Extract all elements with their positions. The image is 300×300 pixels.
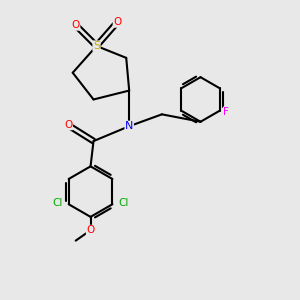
Text: O: O xyxy=(64,120,72,130)
Text: S: S xyxy=(93,41,100,51)
Text: N: N xyxy=(125,121,134,131)
Text: Cl: Cl xyxy=(52,198,63,208)
Text: O: O xyxy=(113,17,122,27)
Text: O: O xyxy=(86,225,95,235)
Text: Cl: Cl xyxy=(118,198,129,208)
Text: O: O xyxy=(72,20,80,30)
Text: F: F xyxy=(224,107,229,117)
